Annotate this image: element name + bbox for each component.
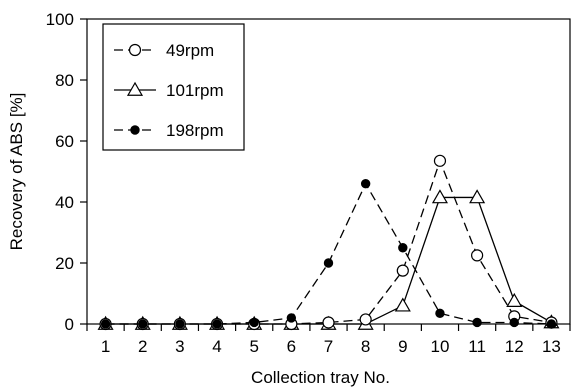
x-tick-label: 13 [542,337,561,356]
data-point [212,319,222,329]
y-tick-label: 40 [55,193,74,212]
data-point [431,189,448,204]
data-point [323,258,334,268]
y-tick-label: 80 [55,71,74,90]
y-tick-label: 0 [65,315,74,334]
data-point [435,308,445,319]
x-tick-label: 3 [175,337,184,356]
legend-item: 198rpm [114,121,224,140]
x-tick-label: 2 [138,337,147,356]
x-axis-ticks: 1 2 3 4 5 6 7 8 9 10 11 12 13 [86,324,571,356]
legend-item: 101rpm [114,81,224,100]
data-point [471,249,484,262]
series-layer [97,154,560,331]
x-tick-label: 11 [468,337,486,356]
data-point [322,316,335,329]
data-point [469,189,486,204]
legend-label: 198rpm [166,121,224,140]
series-198rpm [100,179,557,329]
data-point [394,297,411,312]
x-tick-label: 4 [212,337,221,356]
data-point [138,319,148,329]
x-tick-label: 6 [287,337,296,356]
legend: 49rpm 101rpm 198rpm [102,23,245,151]
data-point [175,319,185,329]
data-point [360,179,371,189]
y-tick-label: 60 [55,132,74,151]
legend-marker [128,43,142,57]
legend-marker [126,81,144,96]
y-axis-label: Recovery of ABS [%] [7,93,26,251]
data-point [249,317,259,328]
series-49rpm [99,154,558,331]
data-point [398,243,408,253]
x-tick-label: 10 [431,337,450,356]
series-line [105,158,552,325]
x-tick-label: 7 [324,337,333,356]
legend-label: 49rpm [166,41,214,60]
legend-item: 49rpm [114,41,214,60]
y-tick-label: 20 [55,254,74,273]
data-point [286,313,297,323]
x-tick-label: 8 [361,337,370,356]
series-line [105,182,552,325]
data-point [396,264,409,277]
x-tick-label: 9 [398,337,407,356]
x-tick-label: 1 [101,337,110,356]
data-point [506,292,523,307]
legend-marker [130,125,140,135]
data-point [472,317,482,328]
data-point [100,319,111,329]
legend-label: 101rpm [166,81,224,100]
data-point [546,319,557,329]
y-tick-label: 100 [46,10,74,29]
y-axis-ticks: 0 20 40 60 80 100 [46,10,87,334]
data-point [433,154,447,167]
x-tick-label: 5 [249,337,258,356]
legend-box [102,23,245,151]
data-point [509,317,519,328]
data-point [359,313,372,326]
x-tick-label: 12 [505,337,524,356]
x-axis-label: Collection tray No. [251,368,390,387]
